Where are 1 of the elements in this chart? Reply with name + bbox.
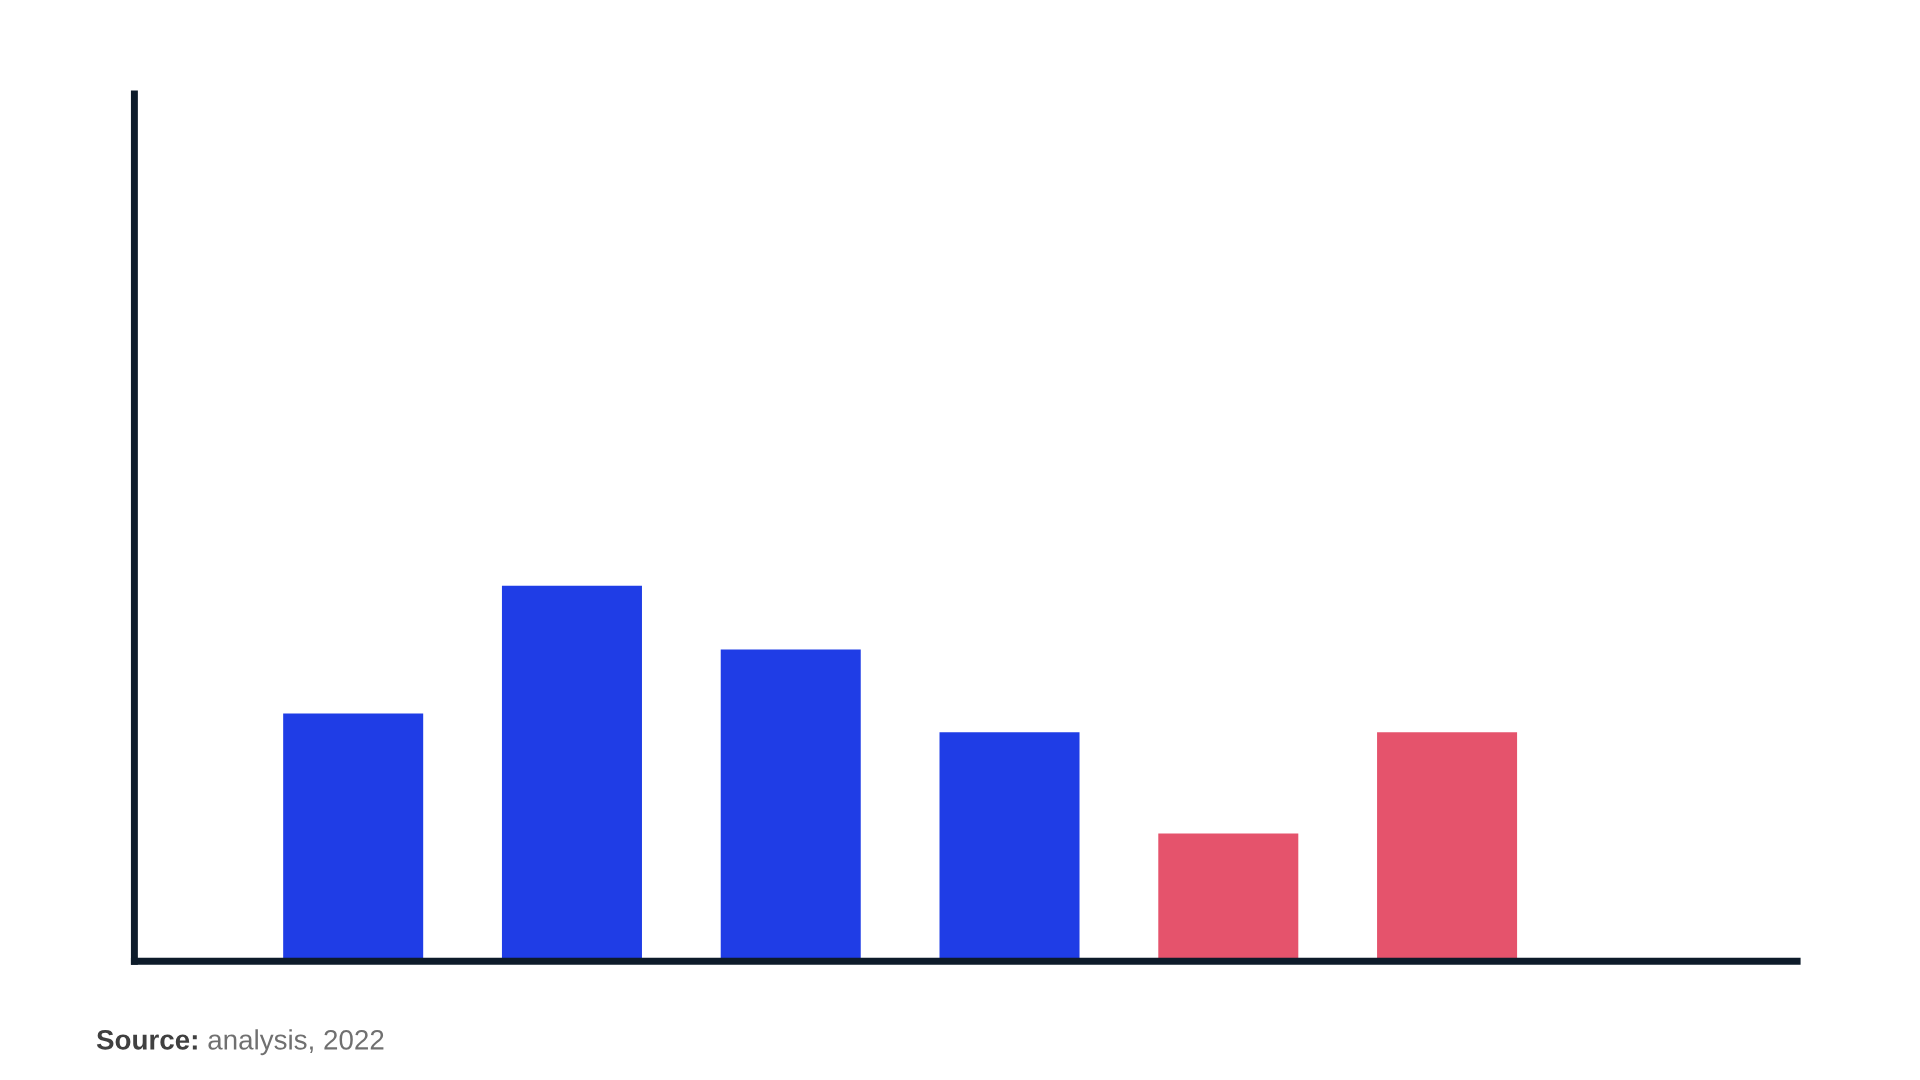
- source-note: Source: analysis, 2022: [96, 1029, 384, 1056]
